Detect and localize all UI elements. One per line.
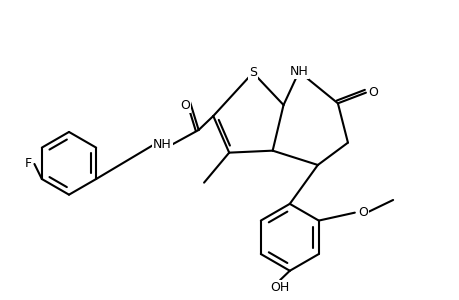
Text: NH: NH [289, 65, 308, 78]
Text: OH: OH [270, 281, 289, 295]
Text: O: O [180, 100, 190, 112]
Text: F: F [25, 158, 32, 170]
Text: O: O [367, 86, 377, 99]
Text: NH: NH [152, 139, 171, 152]
Text: S: S [248, 66, 257, 79]
Text: O: O [357, 206, 367, 219]
